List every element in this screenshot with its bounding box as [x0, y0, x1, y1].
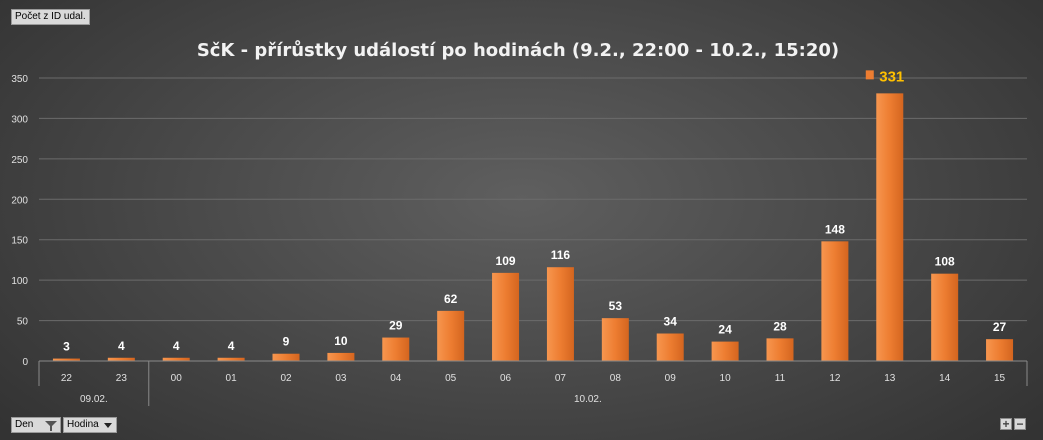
y-tick-label: 350 [11, 74, 28, 85]
data-label: 116 [551, 248, 571, 262]
count-field-button[interactable]: Počet z ID udal. [11, 9, 90, 25]
plus-icon[interactable]: + [1000, 418, 1012, 430]
x-tick-label: 11 [775, 373, 786, 384]
data-label: 331 [879, 68, 904, 85]
data-label: 62 [444, 292, 458, 306]
x-tick-label: 02 [280, 373, 292, 384]
x-tick-label: 12 [829, 373, 841, 384]
x-tick-label: 03 [335, 373, 347, 384]
filter-icon[interactable] [45, 420, 57, 432]
bar [437, 310, 465, 361]
x-tick-label: 13 [884, 373, 896, 384]
data-label: 34 [664, 315, 678, 329]
bar [931, 273, 959, 361]
data-label: 29 [389, 319, 403, 333]
chart-title: SčK - přírůstky událostí po hodinách (9.… [197, 39, 839, 61]
y-tick-label: 200 [11, 195, 28, 206]
data-label: 27 [993, 320, 1007, 334]
bar [546, 267, 574, 361]
x-tick-label: 05 [445, 373, 457, 384]
minus-icon[interactable]: − [1014, 418, 1026, 430]
bars [52, 93, 1014, 361]
bar [656, 333, 684, 361]
data-label: 108 [935, 255, 955, 269]
x-tick-label: 04 [390, 373, 402, 384]
x-tick-label: 00 [171, 373, 183, 384]
data-label: 9 [283, 335, 290, 349]
y-tick-label: 250 [11, 155, 28, 166]
y-axis: 0 50 100 150 200 250 300 350 [11, 74, 28, 368]
x-tick-label: 22 [61, 373, 73, 384]
day-field-button[interactable]: Den [11, 417, 61, 433]
bar [162, 357, 190, 361]
data-label: 4 [228, 339, 235, 353]
hour-field-label: Hodina [67, 419, 99, 430]
data-label: 109 [496, 254, 516, 268]
y-tick-label: 100 [11, 276, 28, 287]
x-tick-label: 14 [939, 373, 951, 384]
x-group-label: 10.02. [574, 394, 602, 405]
highlight-marker [865, 70, 874, 80]
x-tick-label: 23 [116, 373, 128, 384]
dropdown-arrow-icon[interactable] [104, 423, 112, 428]
bar [327, 352, 355, 361]
x-axis: 22 23 00 01 02 03 04 05 06 07 08 09 10 11 12 13 14 15 09.0… [38, 360, 1028, 406]
bar [52, 358, 80, 361]
x-tick-label: 01 [226, 373, 238, 384]
data-label: 24 [718, 323, 732, 337]
bar [766, 338, 794, 361]
bar [492, 272, 520, 361]
bar [821, 241, 849, 361]
data-label: 3 [63, 340, 70, 354]
y-tick-label: 50 [17, 317, 29, 328]
bar [272, 353, 300, 361]
data-label: 53 [609, 299, 623, 313]
bar [601, 318, 629, 361]
x-tick-label: 15 [994, 373, 1006, 384]
x-tick-label: 08 [610, 373, 622, 384]
hour-field-button[interactable]: Hodina [63, 417, 117, 433]
y-tick-label: 300 [11, 114, 28, 125]
x-tick-label: 07 [555, 373, 567, 384]
bar [711, 341, 739, 361]
data-label: 10 [334, 334, 348, 348]
x-tick-label: 06 [500, 373, 512, 384]
bar [382, 337, 410, 361]
data-label: 4 [173, 339, 180, 353]
bar [107, 357, 135, 361]
x-tick-label: 09 [665, 373, 677, 384]
x-tick-label: 10 [720, 373, 732, 384]
data-label: 4 [118, 339, 125, 353]
y-tick-label: 0 [22, 357, 28, 368]
data-label: 148 [825, 222, 845, 236]
data-label: 28 [773, 319, 787, 333]
day-field-label: Den [15, 419, 34, 430]
bar [986, 339, 1014, 361]
y-tick-label: 150 [11, 236, 28, 247]
bar [217, 357, 245, 361]
x-group-label: 09.02. [80, 394, 108, 405]
bar [876, 93, 904, 361]
